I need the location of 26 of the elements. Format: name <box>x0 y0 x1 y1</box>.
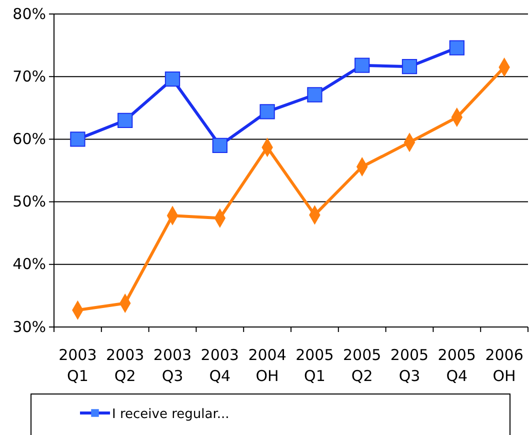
point <box>70 132 86 147</box>
y-tick-label: 50% <box>12 192 46 211</box>
x-tick-label: 2005 Q2 <box>343 346 382 385</box>
x-tick-label: 2006 OH <box>485 346 524 385</box>
legend-label: I receive regular... <box>112 407 230 422</box>
y-tick-label: 40% <box>12 255 46 274</box>
x-tick-label: 2003 Q3 <box>153 346 192 385</box>
point <box>118 112 133 128</box>
point <box>402 59 418 74</box>
point <box>307 87 322 102</box>
y-tick-label: 70% <box>12 67 46 86</box>
x-tick-label: 2005 Q4 <box>438 346 476 385</box>
y-tick-label: 80% <box>12 4 46 23</box>
x-tick-label: 2003 Q2 <box>106 346 144 385</box>
point <box>449 40 464 56</box>
y-tick-label: 60% <box>12 130 46 148</box>
point <box>212 138 228 154</box>
x-tick-label: 2003 Q4 <box>200 346 239 385</box>
x-tick-label: 2005 Q3 <box>390 346 429 385</box>
x-tick-label: 2005 Q1 <box>296 346 334 385</box>
point <box>260 104 275 120</box>
point <box>164 72 180 87</box>
point <box>354 58 370 73</box>
x-tick-label: 2003 Q1 <box>58 346 97 385</box>
x-tick-label: 2004 OH <box>248 346 286 385</box>
y-tick-label: 30% <box>12 318 46 336</box>
